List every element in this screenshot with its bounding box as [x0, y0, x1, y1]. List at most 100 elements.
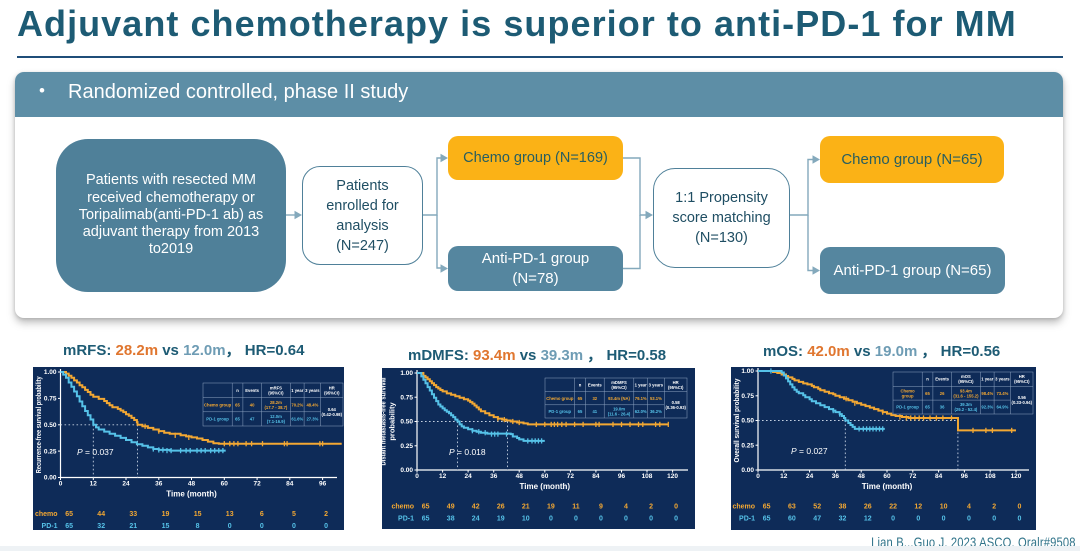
svg-text:47: 47 [813, 516, 821, 523]
svg-text:65: 65 [422, 504, 430, 511]
svg-text:64.9%: 64.9% [996, 405, 1008, 410]
svg-text:Events: Events [935, 377, 949, 382]
svg-text:4: 4 [967, 504, 971, 511]
svg-text:0.50: 0.50 [400, 419, 413, 426]
svg-text:24: 24 [464, 473, 472, 480]
svg-text:38: 38 [839, 504, 847, 511]
svg-text:12: 12 [914, 504, 922, 511]
svg-text:Events: Events [588, 382, 602, 387]
svg-text:48: 48 [188, 481, 196, 488]
svg-text:44: 44 [97, 511, 105, 518]
svg-text:0.25: 0.25 [44, 448, 57, 455]
svg-text:19: 19 [547, 504, 555, 511]
svg-text:3 years: 3 years [995, 377, 1010, 382]
svg-text:40: 40 [250, 402, 255, 407]
svg-text:62.0%: 62.0% [635, 409, 647, 414]
svg-text:n: n [579, 382, 582, 387]
svg-text:92.3%: 92.3% [981, 405, 993, 410]
svg-text:0: 0 [942, 516, 946, 523]
svg-text:0: 0 [674, 515, 678, 522]
svg-text:(95%CI): (95%CI) [668, 385, 684, 390]
svg-text:39.3m: 39.3m [960, 402, 972, 407]
svg-text:5: 5 [292, 511, 296, 518]
svg-text:32: 32 [97, 523, 105, 530]
svg-text:65: 65 [235, 417, 240, 422]
svg-text:chemo: chemo [732, 504, 755, 511]
svg-text:84: 84 [935, 473, 943, 480]
svg-text:15: 15 [162, 523, 170, 530]
svg-text:0.50: 0.50 [44, 422, 57, 429]
svg-text:36: 36 [490, 473, 498, 480]
svg-text:120: 120 [1011, 473, 1022, 480]
svg-text:Overall survival probability: Overall survival probability [732, 378, 741, 463]
svg-text:9: 9 [599, 504, 603, 511]
svg-text:n: n [236, 388, 239, 393]
svg-text:60: 60 [788, 516, 796, 523]
svg-text:0: 0 [549, 515, 553, 522]
svg-text:group: group [902, 393, 914, 398]
svg-text:49: 49 [447, 504, 455, 511]
svg-text:mOS: mOS [961, 374, 971, 379]
svg-text:3 years: 3 years [305, 388, 320, 393]
svg-text:26: 26 [497, 504, 505, 511]
svg-text:47: 47 [250, 417, 255, 422]
svg-text:36.2%: 36.2% [650, 409, 662, 414]
svg-text:12: 12 [864, 516, 872, 523]
svg-text:(29.2 - 52.4): (29.2 - 52.4) [954, 407, 977, 412]
svg-text:8: 8 [196, 523, 200, 530]
svg-text:0.00: 0.00 [400, 467, 413, 474]
svg-text:65: 65 [422, 515, 430, 522]
svg-text:0: 0 [1018, 504, 1022, 511]
svg-text:60: 60 [541, 473, 549, 480]
svg-text:0.00: 0.00 [741, 467, 754, 474]
svg-text:48.4%: 48.4% [306, 402, 318, 407]
svg-text:36: 36 [832, 473, 840, 480]
svg-text:24: 24 [122, 481, 130, 488]
svg-text:13: 13 [226, 511, 234, 518]
svg-text:(95%CI): (95%CI) [611, 385, 627, 390]
svg-text:60: 60 [221, 481, 229, 488]
svg-text:6: 6 [260, 511, 264, 518]
svg-text:24: 24 [806, 473, 814, 480]
svg-text:38: 38 [447, 515, 455, 522]
svg-text:12: 12 [780, 473, 788, 480]
svg-text:11: 11 [572, 504, 580, 511]
svg-text:(17.7 - 38.7): (17.7 - 38.7) [264, 405, 287, 410]
svg-text:21: 21 [522, 504, 530, 511]
svg-text:41: 41 [592, 409, 597, 414]
svg-text:0: 0 [574, 515, 578, 522]
svg-text:mDMFS: mDMFS [611, 380, 627, 385]
svg-text:Chemo: Chemo [900, 388, 915, 393]
svg-text:93.4m (NA): 93.4m (NA) [608, 396, 630, 401]
svg-text:Time (month): Time (month) [862, 482, 913, 491]
svg-text:70.2%: 70.2% [291, 402, 303, 407]
svg-text:Chemo group: Chemo group [204, 402, 232, 407]
svg-text:3 years: 3 years [649, 382, 664, 387]
svg-text:Time (month): Time (month) [520, 482, 571, 491]
svg-text:79.1%: 79.1% [635, 396, 647, 401]
svg-text:65: 65 [925, 405, 930, 410]
svg-text:21: 21 [129, 523, 137, 530]
svg-text:(31.6 - 155.2): (31.6 - 155.2) [953, 393, 979, 398]
svg-text:93.4m: 93.4m [960, 388, 972, 393]
svg-text:12: 12 [90, 481, 98, 488]
svg-text:1.00: 1.00 [400, 370, 413, 377]
svg-text:1 year: 1 year [981, 377, 993, 382]
svg-text:108: 108 [985, 473, 996, 480]
svg-text:0: 0 [599, 515, 603, 522]
svg-text:(95%CI): (95%CI) [958, 379, 974, 384]
svg-text:73.4%: 73.4% [996, 391, 1008, 396]
svg-text:0: 0 [992, 516, 996, 523]
svg-text:1.00: 1.00 [741, 368, 754, 375]
svg-text:P = 0.018: P = 0.018 [449, 447, 486, 457]
svg-text:1.00: 1.00 [44, 369, 57, 376]
svg-text:65: 65 [925, 391, 930, 396]
svg-text:0: 0 [891, 516, 895, 523]
svg-text:0: 0 [967, 516, 971, 523]
svg-text:32: 32 [592, 396, 597, 401]
svg-text:48: 48 [858, 473, 866, 480]
svg-text:28.2m: 28.2m [270, 400, 282, 405]
svg-text:36: 36 [940, 405, 945, 410]
svg-text:0: 0 [59, 481, 63, 488]
svg-text:52: 52 [813, 504, 821, 511]
